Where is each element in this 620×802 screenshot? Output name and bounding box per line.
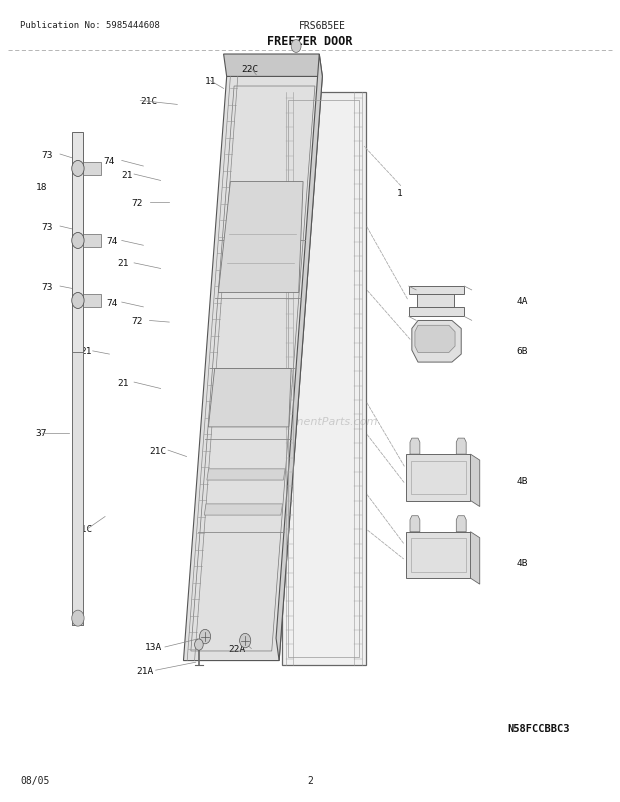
Text: FREEZER DOOR: FREEZER DOOR bbox=[267, 35, 353, 48]
Circle shape bbox=[200, 630, 211, 644]
Text: 72: 72 bbox=[131, 317, 143, 326]
Text: 21: 21 bbox=[81, 347, 92, 356]
Polygon shape bbox=[471, 455, 480, 507]
Polygon shape bbox=[415, 326, 455, 353]
Polygon shape bbox=[410, 439, 420, 455]
Text: aReplacementParts.com: aReplacementParts.com bbox=[242, 416, 378, 426]
Polygon shape bbox=[456, 516, 466, 532]
Circle shape bbox=[291, 41, 301, 54]
Text: 21: 21 bbox=[122, 170, 133, 180]
Text: 22A: 22A bbox=[229, 644, 246, 654]
Polygon shape bbox=[207, 469, 285, 480]
Text: 21C: 21C bbox=[76, 525, 93, 533]
Text: 1: 1 bbox=[396, 188, 402, 198]
Text: 08/05: 08/05 bbox=[20, 775, 49, 784]
Text: 21A: 21A bbox=[136, 666, 153, 674]
Polygon shape bbox=[282, 93, 366, 665]
Polygon shape bbox=[224, 55, 322, 77]
Text: 6B: 6B bbox=[516, 347, 528, 356]
Polygon shape bbox=[276, 55, 322, 661]
Polygon shape bbox=[405, 455, 471, 501]
Text: 11: 11 bbox=[205, 77, 216, 86]
Circle shape bbox=[72, 610, 84, 626]
Polygon shape bbox=[218, 182, 303, 294]
Text: 13A: 13A bbox=[145, 642, 162, 652]
Text: 74: 74 bbox=[106, 298, 118, 307]
Circle shape bbox=[195, 639, 203, 650]
Polygon shape bbox=[409, 286, 464, 317]
Polygon shape bbox=[184, 77, 322, 661]
Polygon shape bbox=[405, 532, 471, 578]
Polygon shape bbox=[208, 369, 291, 427]
Text: 2: 2 bbox=[307, 775, 313, 784]
Text: 21: 21 bbox=[117, 259, 129, 268]
Text: 73: 73 bbox=[42, 150, 53, 160]
Polygon shape bbox=[73, 133, 84, 625]
Circle shape bbox=[72, 161, 84, 177]
Text: FRS6B5EE: FRS6B5EE bbox=[299, 22, 346, 31]
Polygon shape bbox=[471, 532, 480, 585]
Text: 73: 73 bbox=[42, 222, 53, 231]
Circle shape bbox=[72, 233, 84, 249]
Polygon shape bbox=[84, 235, 101, 248]
Text: 21C: 21C bbox=[149, 446, 167, 455]
Polygon shape bbox=[410, 516, 420, 532]
Text: N58FCCBBC3: N58FCCBBC3 bbox=[507, 723, 570, 733]
Polygon shape bbox=[84, 163, 101, 176]
Polygon shape bbox=[73, 353, 84, 625]
Text: 37: 37 bbox=[35, 428, 47, 437]
Polygon shape bbox=[84, 294, 101, 307]
Text: 74: 74 bbox=[106, 237, 118, 245]
Text: 22C: 22C bbox=[241, 65, 258, 74]
Circle shape bbox=[240, 634, 250, 648]
Text: 74: 74 bbox=[104, 156, 115, 166]
Text: 4B: 4B bbox=[516, 476, 528, 485]
Text: 73: 73 bbox=[42, 282, 53, 291]
Text: 72: 72 bbox=[131, 198, 143, 207]
Circle shape bbox=[72, 293, 84, 309]
Text: 18: 18 bbox=[35, 182, 47, 192]
Polygon shape bbox=[204, 504, 283, 516]
Text: 4B: 4B bbox=[516, 558, 528, 567]
Text: Publication No: 5985444608: Publication No: 5985444608 bbox=[20, 22, 160, 30]
Polygon shape bbox=[412, 321, 461, 363]
Text: 21: 21 bbox=[117, 378, 129, 387]
Polygon shape bbox=[456, 439, 466, 455]
Text: 21C: 21C bbox=[140, 97, 157, 106]
Text: 4A: 4A bbox=[516, 297, 528, 306]
